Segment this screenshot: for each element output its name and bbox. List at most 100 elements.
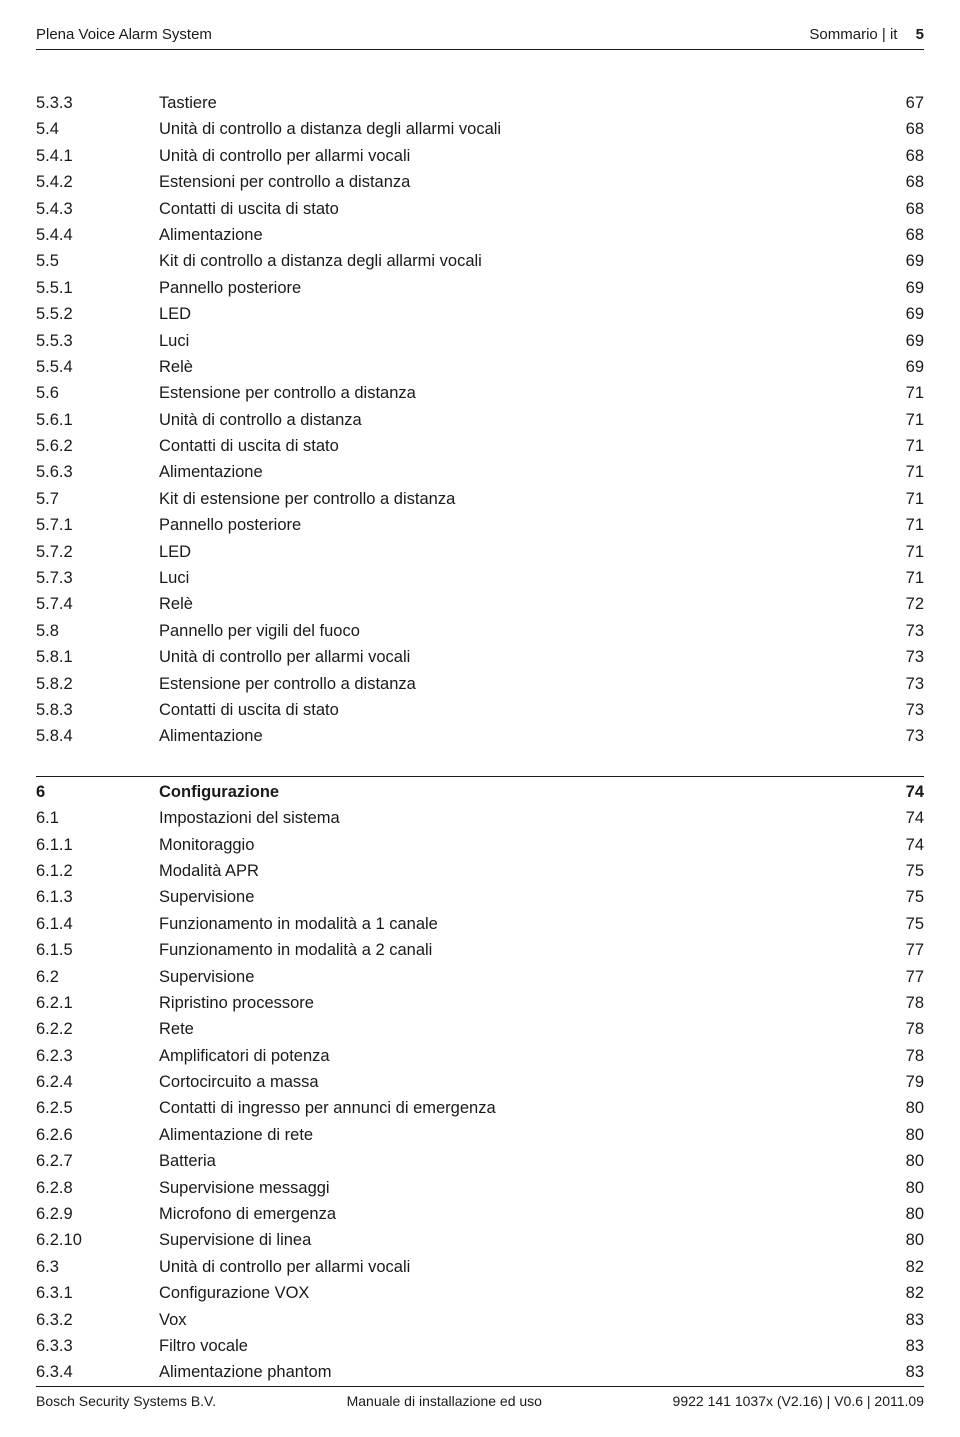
toc-title: Filtro vocale (159, 1333, 884, 1359)
toc-title: Alimentazione (159, 723, 884, 749)
toc-page: 83 (884, 1307, 924, 1333)
toc-title: Supervisione messaggi (159, 1175, 884, 1201)
toc-row: 5.7Kit di estensione per controllo a dis… (36, 486, 924, 512)
toc-row: 6.1.5Funzionamento in modalità a 2 canal… (36, 937, 924, 963)
toc-row: 5.5.2LED69 (36, 301, 924, 327)
toc-number: 6.2 (36, 964, 159, 990)
toc-number: 6.3 (36, 1254, 159, 1280)
toc-title: Impostazioni del sistema (159, 805, 884, 831)
toc-page: 71 (884, 407, 924, 433)
toc-title: LED (159, 539, 884, 565)
toc-page: 71 (884, 486, 924, 512)
toc-row: 5.4.3Contatti di uscita di stato68 (36, 196, 924, 222)
toc-number: 6.2.9 (36, 1201, 159, 1227)
toc-title: Pannello posteriore (159, 275, 884, 301)
toc-page: 75 (884, 911, 924, 937)
toc-title: Configurazione (159, 779, 884, 805)
toc-row: 6.3.3Filtro vocale83 (36, 1333, 924, 1359)
toc-row: 6.2.7Batteria80 (36, 1148, 924, 1174)
footer-right: 9922 141 1037x (V2.16) | V0.6 | 2011.09 (673, 1393, 924, 1409)
toc-title: Alimentazione (159, 459, 884, 485)
toc-title: Configurazione VOX (159, 1280, 884, 1306)
toc-number: 5.6.2 (36, 433, 159, 459)
toc-number: 6.3.1 (36, 1280, 159, 1306)
toc-title: LED (159, 301, 884, 327)
toc-number: 5.7.2 (36, 539, 159, 565)
toc-page: 69 (884, 248, 924, 274)
toc-row: 6.3.2Vox83 (36, 1307, 924, 1333)
toc-page: 67 (884, 90, 924, 116)
toc-number: 6.2.8 (36, 1175, 159, 1201)
toc-page: 74 (884, 805, 924, 831)
toc-row: 6.2.9Microfono di emergenza80 (36, 1201, 924, 1227)
toc-number: 5.4 (36, 116, 159, 142)
toc-number: 6.1 (36, 805, 159, 831)
toc-row: 5.6.1Unità di controllo a distanza71 (36, 407, 924, 433)
toc-page: 78 (884, 990, 924, 1016)
toc-page: 80 (884, 1148, 924, 1174)
toc-row: 6.1.4Funzionamento in modalità a 1 canal… (36, 911, 924, 937)
toc-row: 6.3.4Alimentazione phantom83 (36, 1359, 924, 1385)
toc-page: 69 (884, 275, 924, 301)
toc-row: 6Configurazione74 (36, 779, 924, 805)
toc-page: 68 (884, 143, 924, 169)
toc-number: 5.8.4 (36, 723, 159, 749)
toc-title: Relè (159, 591, 884, 617)
toc-number: 6.3.2 (36, 1307, 159, 1333)
toc-row: 6.2.5Contatti di ingresso per annunci di… (36, 1095, 924, 1121)
toc-number: 5.3.3 (36, 90, 159, 116)
toc-page: 80 (884, 1227, 924, 1253)
toc-row: 6.2.6Alimentazione di rete80 (36, 1122, 924, 1148)
header-left: Plena Voice Alarm System (36, 26, 212, 43)
toc-number: 5.6 (36, 380, 159, 406)
page: Plena Voice Alarm System Sommario | it 5… (0, 0, 960, 1437)
toc-page: 77 (884, 964, 924, 990)
toc-page: 83 (884, 1359, 924, 1385)
toc-title: Batteria (159, 1148, 884, 1174)
toc-title: Funzionamento in modalità a 2 canali (159, 937, 884, 963)
toc-number: 6.2.4 (36, 1069, 159, 1095)
toc-title: Kit di estensione per controllo a distan… (159, 486, 884, 512)
toc-title: Luci (159, 328, 884, 354)
toc-title: Vox (159, 1307, 884, 1333)
toc-page: 83 (884, 1333, 924, 1359)
toc-row: 6.2.2Rete78 (36, 1016, 924, 1042)
toc-title: Unità di controllo a distanza degli alla… (159, 116, 884, 142)
toc-title: Funzionamento in modalità a 1 canale (159, 911, 884, 937)
toc-row: 5.7.1Pannello posteriore71 (36, 512, 924, 538)
toc-number: 5.5.4 (36, 354, 159, 380)
toc-title: Contatti di uscita di stato (159, 196, 884, 222)
toc-number: 6.1.5 (36, 937, 159, 963)
toc-page: 80 (884, 1175, 924, 1201)
toc-page: 77 (884, 937, 924, 963)
toc-row: 6.2.3Amplificatori di potenza78 (36, 1043, 924, 1069)
toc-title: Cortocircuito a massa (159, 1069, 884, 1095)
toc-page: 71 (884, 459, 924, 485)
toc-title: Alimentazione di rete (159, 1122, 884, 1148)
footer-center: Manuale di installazione ed uso (347, 1393, 542, 1409)
toc-row: 5.8.3Contatti di uscita di stato73 (36, 697, 924, 723)
toc-title: Estensione per controllo a distanza (159, 671, 884, 697)
toc-number: 5.7.1 (36, 512, 159, 538)
toc-title: Modalità APR (159, 858, 884, 884)
toc-page: 68 (884, 169, 924, 195)
toc-title: Estensioni per controllo a distanza (159, 169, 884, 195)
toc-number: 6 (36, 779, 159, 805)
toc-number: 6.1.4 (36, 911, 159, 937)
toc-title: Unità di controllo per allarmi vocali (159, 1254, 884, 1280)
toc-number: 6.3.4 (36, 1359, 159, 1385)
toc-page: 73 (884, 697, 924, 723)
toc-number: 5.5.2 (36, 301, 159, 327)
toc-number: 5.8.3 (36, 697, 159, 723)
toc-page: 80 (884, 1122, 924, 1148)
page-footer: Bosch Security Systems B.V. Manuale di i… (36, 1386, 924, 1437)
toc-title: Microfono di emergenza (159, 1201, 884, 1227)
toc-page: 80 (884, 1201, 924, 1227)
toc-row: 6.2.1Ripristino processore78 (36, 990, 924, 1016)
toc-page: 68 (884, 222, 924, 248)
toc-title: Monitoraggio (159, 832, 884, 858)
page-header: Plena Voice Alarm System Sommario | it 5 (36, 26, 924, 50)
toc-number: 5.4.2 (36, 169, 159, 195)
toc-number: 5.4.3 (36, 196, 159, 222)
header-right: Sommario | it 5 (809, 26, 924, 43)
